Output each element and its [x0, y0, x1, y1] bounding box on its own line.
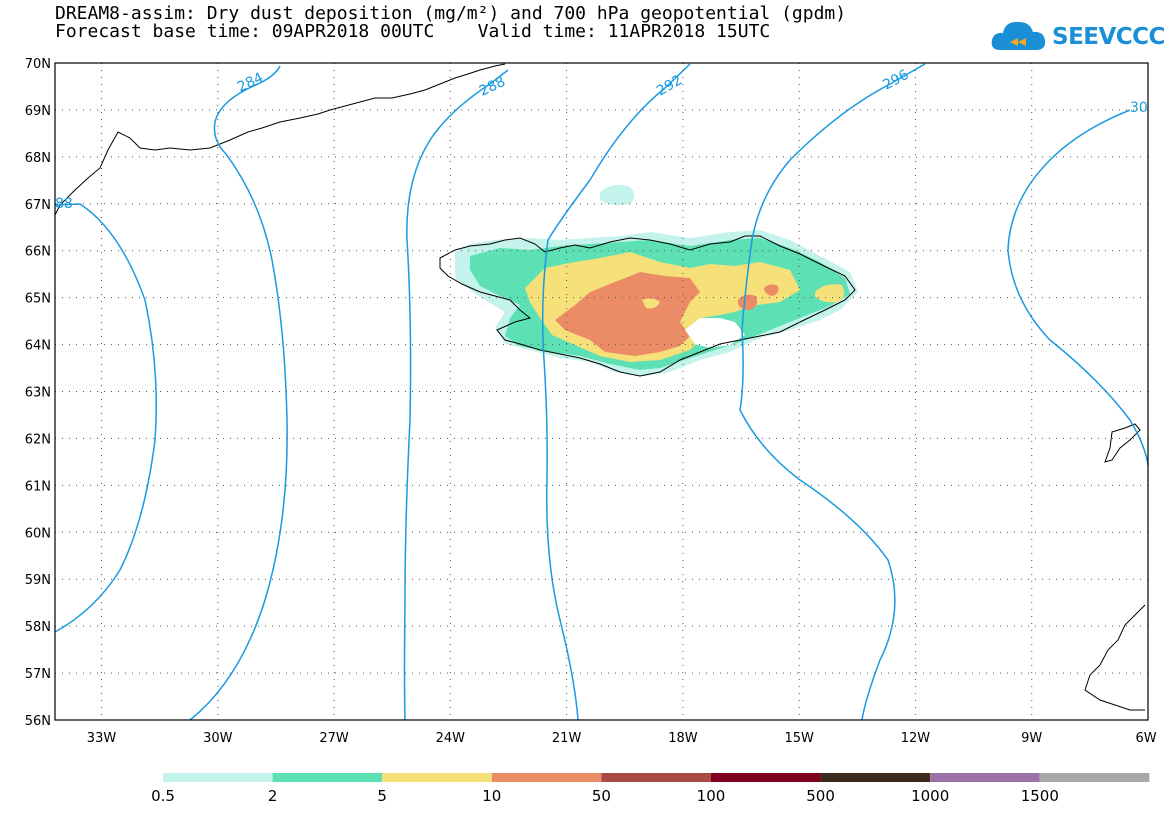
contour-label: 88	[55, 196, 73, 212]
lat-tick-label: 67N	[25, 198, 51, 213]
lon-tick-label: 33W	[87, 731, 117, 746]
lon-tick-label: 24W	[436, 731, 466, 746]
colorbar-swatch	[601, 773, 711, 782]
lat-tick-label: 58N	[25, 620, 51, 635]
colorbar-swatch	[1039, 773, 1150, 782]
dust-free-area	[685, 318, 745, 348]
contour-292	[541, 63, 691, 721]
colorbar-label: 50	[592, 787, 611, 805]
map-frame	[54, 62, 1149, 721]
lat-tick-label: 68N	[25, 151, 51, 166]
contour-label: 296	[880, 67, 911, 94]
chart-title: DREAM8-assim: Dry dust deposition (mg/m²…	[55, 3, 847, 24]
contour-296	[739, 63, 926, 721]
contour-label: 284	[235, 70, 266, 96]
colorbar-swatch	[382, 773, 492, 782]
lat-tick-label: 63N	[25, 386, 51, 401]
lat-tick-label: 61N	[25, 479, 51, 494]
contour-288-west	[54, 203, 157, 633]
dust-shading	[455, 184, 858, 376]
scotland-coast	[1084, 604, 1146, 711]
lon-tick-label: 9W	[1021, 731, 1042, 746]
lat-tick-label: 65N	[25, 292, 51, 307]
greenland-coast	[54, 63, 506, 216]
lat-tick-label: 57N	[25, 667, 51, 682]
cloud-icon	[991, 21, 1046, 50]
contour-label: 292	[654, 72, 685, 99]
colorbar-swatch	[711, 773, 821, 782]
colorbar-swatch	[163, 773, 273, 782]
contour-300	[1007, 109, 1149, 466]
dust-level-10-east2	[764, 284, 779, 296]
colorbar-swatch	[272, 773, 383, 782]
contour-label: 30	[1130, 100, 1148, 116]
lat-tick-label: 69N	[25, 104, 51, 119]
lon-tick-label: 21W	[552, 731, 582, 746]
colorbar-swatch	[930, 773, 1040, 782]
colorbar-label: 10	[482, 787, 501, 805]
lon-tick-label: 30W	[203, 731, 233, 746]
lat-tick-label: 66N	[25, 245, 51, 260]
lon-tick-label: 18W	[668, 731, 698, 746]
contour-label: 288	[477, 74, 508, 100]
lat-tick-label: 60N	[25, 526, 51, 541]
colorbar: 0.5 2 5 10 50 100 500 1000 1500	[151, 773, 1150, 805]
lat-tick-label: 64N	[25, 339, 51, 354]
iceland-coast	[439, 235, 856, 377]
lat-tick-label: 56N	[25, 714, 51, 729]
lat-tick-label: 59N	[25, 573, 51, 588]
colorbar-label: 5	[377, 787, 387, 805]
coastlines	[54, 63, 1146, 711]
colorbar-label: 2	[268, 787, 278, 805]
lat-tick-label: 62N	[25, 432, 51, 447]
latitude-labels: 70N 69N 68N 67N 66N 65N 64N 63N 62N 61N 60N 59N 58N 5…	[25, 57, 51, 729]
dust-level-5-hole	[642, 298, 660, 309]
lon-tick-label: 27W	[319, 731, 349, 746]
dust-level-10-east	[738, 294, 758, 310]
colorbar-label: 0.5	[151, 787, 175, 805]
lat-tick-label: 70N	[25, 57, 51, 72]
colorbar-swatch	[491, 773, 602, 782]
colorbar-label: 1500	[1021, 787, 1059, 805]
contour-288	[403, 69, 509, 721]
lon-tick-label: 15W	[784, 731, 814, 746]
faroe-coast	[1104, 423, 1141, 463]
logo-text: SEEVCCC	[1052, 24, 1165, 50]
lon-tick-label: 6W	[1135, 731, 1156, 746]
longitude-labels: 33W 30W 27W 24W 21W 18W 15W 12W 9W 6W	[87, 731, 1157, 746]
colorbar-label: 1000	[911, 787, 949, 805]
contour-284	[189, 65, 288, 721]
dust-level-5-east	[815, 284, 845, 303]
colorbar-swatch	[820, 773, 931, 782]
dust-level-10	[555, 272, 700, 356]
chart-subtitle: Forecast base time: 09APR2018 00UTC Vali…	[55, 21, 771, 42]
colorbar-label: 100	[697, 787, 726, 805]
gridlines	[55, 63, 1148, 720]
contour-labels: 284 288 292 296 30 88	[55, 67, 1148, 212]
dust-level-0.5-patch	[600, 184, 635, 206]
colorbar-label: 500	[806, 787, 835, 805]
seevccc-logo: SEEVCCC	[990, 16, 1165, 56]
lon-tick-label: 12W	[901, 731, 931, 746]
geopotential-contours	[54, 63, 1149, 721]
